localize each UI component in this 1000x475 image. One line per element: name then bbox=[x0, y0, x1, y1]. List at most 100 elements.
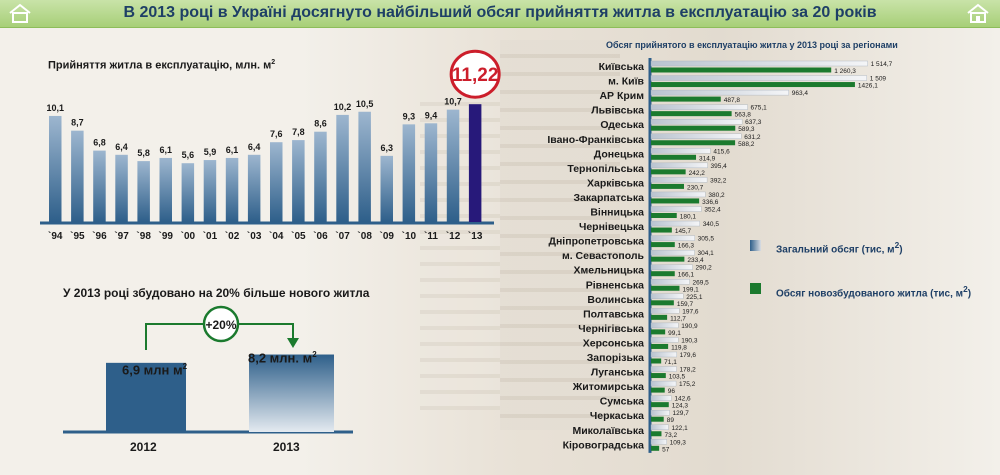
region-label: Дніпропетровська bbox=[548, 236, 644, 248]
region-new-bar bbox=[651, 82, 855, 88]
region-label: Волинська bbox=[587, 294, 644, 306]
legend-total-close: ) bbox=[899, 244, 903, 256]
region-new-bar bbox=[651, 198, 700, 204]
bar-value-label: 10,1 bbox=[46, 103, 64, 113]
region-new-label: 180,1 bbox=[680, 214, 697, 221]
bar-`07 bbox=[336, 114, 349, 222]
region-label: Донецька bbox=[594, 148, 644, 160]
region-new-bar bbox=[651, 431, 662, 437]
region-total-label: 637,3 bbox=[745, 119, 762, 126]
bar-`05 bbox=[292, 140, 305, 222]
region-new-label: 96 bbox=[668, 388, 676, 395]
region-total-bar bbox=[650, 293, 684, 299]
bar-`94 bbox=[49, 115, 62, 222]
region-total-label: 178,2 bbox=[679, 367, 696, 374]
region-total-label: 197,6 bbox=[682, 308, 699, 315]
region-new-bar bbox=[651, 358, 662, 364]
title-bar: В 2013 році в Україні досягнуто найбільш… bbox=[0, 0, 1000, 28]
region-new-bar bbox=[651, 154, 697, 160]
region-total-bar bbox=[650, 279, 690, 285]
bar-value-label: 8,7 bbox=[71, 118, 84, 128]
growth-2013-year: 2013 bbox=[273, 440, 300, 454]
region-total-label: 415,6 bbox=[713, 148, 730, 155]
legend-total-swatch bbox=[750, 240, 761, 251]
region-total-label: 175,2 bbox=[679, 381, 696, 388]
region-new-bar bbox=[651, 256, 685, 262]
bar-`08 bbox=[358, 111, 371, 222]
region-label: Миколаївська bbox=[572, 425, 644, 437]
region-total-bar bbox=[650, 148, 711, 154]
region-new-label: 487,8 bbox=[724, 97, 741, 104]
region-new-bar bbox=[651, 445, 660, 451]
region-label: Рівненська bbox=[586, 279, 644, 291]
region-label: Кіровоградська bbox=[563, 439, 645, 451]
page-title: В 2013 році в Україні досягнуто найбільш… bbox=[123, 4, 877, 21]
growth-2012-value-text: 6,9 млн м bbox=[122, 362, 183, 378]
region-new-label: 166,1 bbox=[678, 272, 695, 279]
left-chart-title-text: Прийняття житла в експлуатацію, млн. м bbox=[48, 59, 272, 72]
region-label: АР Крим bbox=[599, 90, 644, 102]
legend-new-swatch bbox=[750, 283, 761, 294]
region-new-label: 166,3 bbox=[678, 243, 695, 250]
region-new-label: 1426,1 bbox=[858, 83, 878, 90]
bar-`98 bbox=[137, 161, 150, 222]
region-label: Київська bbox=[599, 61, 645, 73]
region-total-label: 1 514,7 bbox=[871, 61, 893, 68]
region-new-bar bbox=[651, 125, 736, 131]
region-total-bar bbox=[650, 206, 702, 212]
region-total-bar bbox=[650, 89, 789, 96]
x-tick-label: `03 bbox=[247, 231, 262, 242]
region-total-label: 340,5 bbox=[703, 221, 720, 228]
bar-value-label: 9,3 bbox=[403, 111, 416, 121]
region-total-label: 109,3 bbox=[670, 439, 687, 446]
x-tick-label: `04 bbox=[269, 231, 284, 242]
region-new-bar bbox=[651, 213, 677, 218]
region-new-bar bbox=[651, 387, 665, 393]
region-total-bar bbox=[650, 249, 695, 256]
region-new-bar bbox=[651, 300, 674, 306]
legend-new: Обсяг новозбудованого житла (тис, м2) bbox=[776, 284, 971, 299]
growth-arrowhead bbox=[287, 338, 299, 348]
region-total-bar bbox=[650, 424, 669, 430]
bar-`06 bbox=[314, 131, 327, 222]
region-label: Чернівецька bbox=[579, 221, 644, 233]
region-new-bar bbox=[651, 183, 684, 189]
region-new-label: 1 260,3 bbox=[834, 68, 856, 75]
region-total-label: 190,9 bbox=[681, 323, 698, 330]
legend-new-text: Обсяг новозбудованого житла (тис, м bbox=[776, 288, 964, 300]
x-tick-label: `94 bbox=[48, 231, 63, 242]
region-new-bar bbox=[651, 111, 732, 117]
region-new-bar bbox=[651, 329, 666, 335]
region-total-bar bbox=[650, 177, 708, 183]
bar-value-label: 5,6 bbox=[182, 150, 195, 160]
region-label: Полтавська bbox=[583, 308, 644, 320]
region-total-bar bbox=[650, 366, 677, 372]
region-new-label: 103,5 bbox=[669, 374, 686, 381]
bar-`95 bbox=[71, 130, 84, 222]
region-total-bar bbox=[650, 439, 667, 445]
region-total-label: 179,6 bbox=[680, 352, 697, 359]
region-new-bar bbox=[651, 242, 675, 248]
region-total-label: 380,2 bbox=[708, 192, 725, 199]
region-total-bar bbox=[650, 322, 679, 329]
region-new-label: 314,9 bbox=[699, 155, 716, 162]
region-label: Тернопільська bbox=[567, 163, 644, 175]
region-total-bar bbox=[650, 337, 679, 343]
region-new-bar bbox=[651, 67, 832, 73]
bar-value-label: 7,8 bbox=[292, 127, 305, 137]
region-total-label: 305,5 bbox=[698, 236, 715, 243]
region-total-bar bbox=[650, 308, 680, 314]
bar-`00 bbox=[181, 163, 195, 222]
left-chart-title: Прийняття житла в експлуатацію, млн. м2 bbox=[48, 59, 275, 72]
x-tick-label: `98 bbox=[136, 231, 151, 242]
region-new-label: 336,6 bbox=[702, 199, 719, 206]
x-tick-label: `00 bbox=[181, 231, 196, 242]
region-total-bar bbox=[650, 104, 748, 110]
region-label: Сумська bbox=[600, 396, 644, 408]
region-total-bar bbox=[650, 410, 670, 416]
region-new-label: 73,2 bbox=[664, 432, 677, 439]
region-label: Житомирська bbox=[572, 381, 644, 393]
house-icon-right bbox=[967, 3, 989, 23]
highlight-value-label: 11,22 bbox=[452, 65, 499, 86]
